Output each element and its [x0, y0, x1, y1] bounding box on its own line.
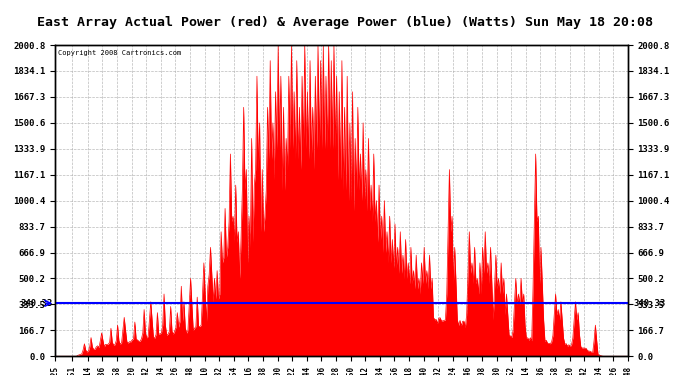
Text: 340.33: 340.33	[21, 299, 53, 308]
Text: East Array Actual Power (red) & Average Power (blue) (Watts) Sun May 18 20:08: East Array Actual Power (red) & Average …	[37, 16, 653, 29]
Text: 340.33: 340.33	[633, 299, 666, 308]
Text: Copyright 2008 Cartronics.com: Copyright 2008 Cartronics.com	[58, 50, 181, 55]
